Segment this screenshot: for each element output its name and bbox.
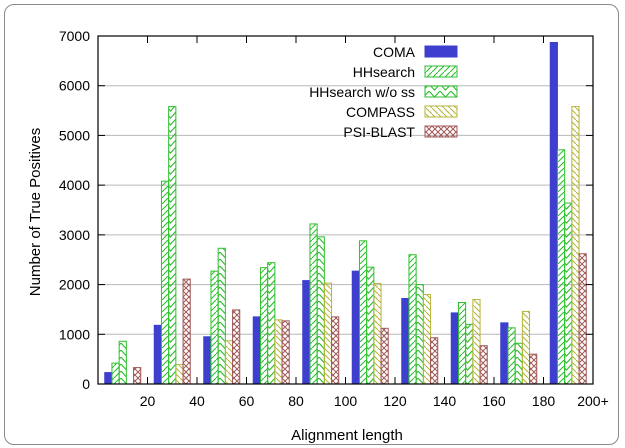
bar-compass bbox=[175, 364, 184, 385]
y-axis-label: Number of True Positives bbox=[27, 128, 44, 296]
x-tick-label: 120 bbox=[383, 393, 407, 409]
bar-coma bbox=[104, 372, 113, 385]
x-tick-label: 60 bbox=[239, 393, 255, 409]
bar-psi-blast bbox=[578, 253, 587, 385]
bar-psi-blast bbox=[133, 367, 142, 385]
bar-hhsearch bbox=[408, 254, 417, 385]
legend-swatch bbox=[424, 65, 458, 78]
bar-hhsearch bbox=[507, 327, 516, 385]
bar-hhsearch-w-o-ss bbox=[217, 247, 226, 385]
y-tick-label: 0 bbox=[82, 376, 90, 392]
x-tick-label: 100 bbox=[334, 393, 358, 409]
bar-psi-blast bbox=[529, 353, 538, 385]
bar-coma bbox=[203, 336, 212, 385]
y-tick-label: 5000 bbox=[59, 127, 90, 143]
legend-label: PSI-BLAST bbox=[343, 124, 415, 140]
bar-hhsearch bbox=[160, 180, 170, 385]
bar-hhsearch bbox=[210, 270, 219, 385]
x-tick-label: 160 bbox=[482, 393, 506, 409]
bar-coma bbox=[401, 297, 410, 385]
x-tick-label: 80 bbox=[288, 393, 304, 409]
bar-hhsearch-w-o-ss bbox=[465, 323, 474, 385]
legend-label: HHsearch bbox=[353, 64, 415, 80]
bar-coma bbox=[549, 41, 558, 385]
y-tick-label: 6000 bbox=[59, 78, 90, 94]
x-axis-label: Alignment length bbox=[291, 427, 403, 444]
x-tick-label: 20 bbox=[140, 393, 156, 409]
bar-hhsearch bbox=[259, 267, 269, 385]
bar-psi-blast bbox=[380, 327, 389, 385]
bar-psi-blast bbox=[232, 309, 241, 385]
bar-compass bbox=[323, 282, 333, 385]
bar-compass bbox=[472, 298, 481, 385]
bar-hhsearch bbox=[556, 149, 566, 385]
x-tick-label: 40 bbox=[189, 393, 205, 409]
bar-compass bbox=[224, 340, 234, 385]
y-tick-label: 7000 bbox=[59, 28, 90, 44]
bar-psi-blast bbox=[430, 337, 439, 385]
bar-coma bbox=[500, 322, 509, 385]
bar-compass bbox=[274, 319, 283, 385]
bar-hhsearch-w-o-ss bbox=[514, 342, 523, 385]
bar-hhsearch bbox=[457, 301, 467, 385]
y-tick-label: 1000 bbox=[59, 326, 90, 342]
bar-hhsearch-w-o-ss bbox=[564, 202, 573, 385]
bar-compass bbox=[571, 106, 580, 385]
bar-hhsearch-w-o-ss bbox=[366, 266, 375, 385]
bar-hhsearch bbox=[309, 223, 318, 385]
x-tick-label: 180 bbox=[532, 393, 556, 409]
bar-coma bbox=[302, 280, 311, 385]
bar-compass bbox=[521, 310, 531, 385]
y-tick-label: 4000 bbox=[59, 177, 90, 193]
bar-hhsearch bbox=[111, 362, 120, 385]
bar-psi-blast bbox=[331, 316, 340, 385]
bar-compass bbox=[422, 294, 432, 385]
legend-swatch bbox=[424, 125, 458, 138]
bar-hhsearch-w-o-ss bbox=[267, 262, 276, 385]
bar-coma bbox=[450, 312, 459, 385]
legend-swatch bbox=[424, 85, 458, 98]
bar-hhsearch-w-o-ss bbox=[168, 106, 177, 385]
axes-layer: 0 1000 2000 3000 4000 5000 6000 7000 20 40 60 80 100… bbox=[59, 28, 609, 409]
x-tick-label: 200+ bbox=[577, 393, 609, 409]
bar-psi-blast bbox=[281, 320, 290, 385]
bar-hhsearch-w-o-ss bbox=[118, 340, 127, 385]
legend-label: COMA bbox=[373, 44, 416, 60]
bar-psi-blast bbox=[182, 278, 191, 385]
bar-coma bbox=[153, 324, 162, 385]
bars-layer bbox=[104, 41, 587, 385]
x-tick-label: 140 bbox=[433, 393, 457, 409]
legend-swatch bbox=[424, 45, 458, 58]
bar-coma bbox=[252, 316, 261, 385]
bar-hhsearch bbox=[358, 240, 368, 385]
bar-psi-blast bbox=[479, 345, 488, 385]
y-tick-label: 2000 bbox=[59, 277, 90, 293]
legend-label: HHsearch w/o ss bbox=[309, 84, 415, 100]
bar-compass bbox=[373, 283, 382, 385]
y-tick-label: 3000 bbox=[59, 227, 90, 243]
bar-coma bbox=[351, 270, 360, 385]
bar-hhsearch-w-o-ss bbox=[415, 284, 424, 385]
legend: COMA HHsearch HHsearch w/o ss COMPASS PSI-BL… bbox=[309, 44, 458, 140]
legend-swatch bbox=[424, 105, 458, 118]
legend-label: COMPASS bbox=[346, 104, 415, 120]
bar-hhsearch-w-o-ss bbox=[316, 236, 325, 385]
